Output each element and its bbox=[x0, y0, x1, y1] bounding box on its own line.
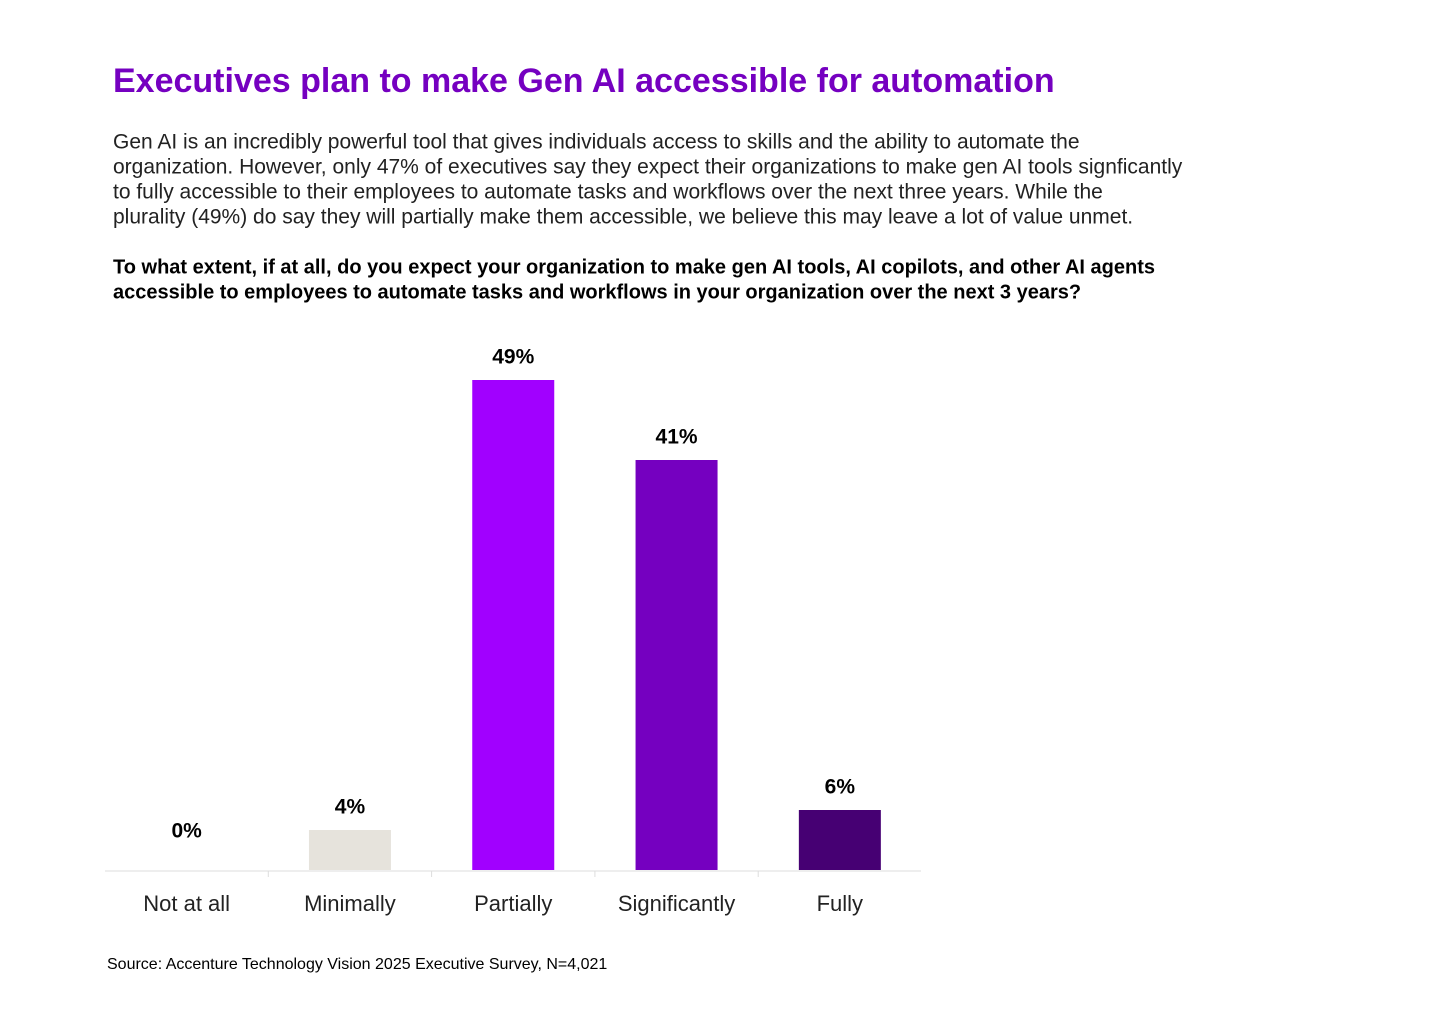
bar bbox=[472, 380, 555, 870]
x-tick-label: Minimally bbox=[304, 891, 396, 916]
value-label: 4% bbox=[335, 796, 366, 819]
x-tick-label: Fully bbox=[817, 891, 863, 916]
value-label: 6% bbox=[825, 776, 856, 799]
subtitle-line: Gen AI is an incredibly powerful tool th… bbox=[113, 131, 1080, 154]
source: Source: Accenture Technology Vision 2025… bbox=[107, 956, 607, 973]
bar bbox=[635, 460, 718, 870]
x-tick-label: Significantly bbox=[618, 891, 735, 916]
question-line: accessible to employees to automate task… bbox=[113, 281, 1081, 303]
chart-title: Executives plan to make Gen AI accessibl… bbox=[113, 62, 1055, 100]
subtitle-line: to fully accessible to their employees t… bbox=[113, 181, 1103, 204]
subtitle-line: organization. However, only 47% of execu… bbox=[113, 156, 1183, 179]
x-tick-label: Not at all bbox=[143, 891, 230, 916]
value-label: 41% bbox=[656, 426, 698, 449]
value-label: 0% bbox=[171, 820, 202, 843]
bar bbox=[308, 830, 391, 870]
value-label: 49% bbox=[492, 346, 534, 369]
x-tick-label: Partially bbox=[474, 891, 552, 916]
bar bbox=[798, 810, 881, 870]
question-line: To what extent, if at all, do you expect… bbox=[113, 256, 1155, 278]
subtitle-line: plurality (49%) do say they will partial… bbox=[113, 206, 1133, 229]
